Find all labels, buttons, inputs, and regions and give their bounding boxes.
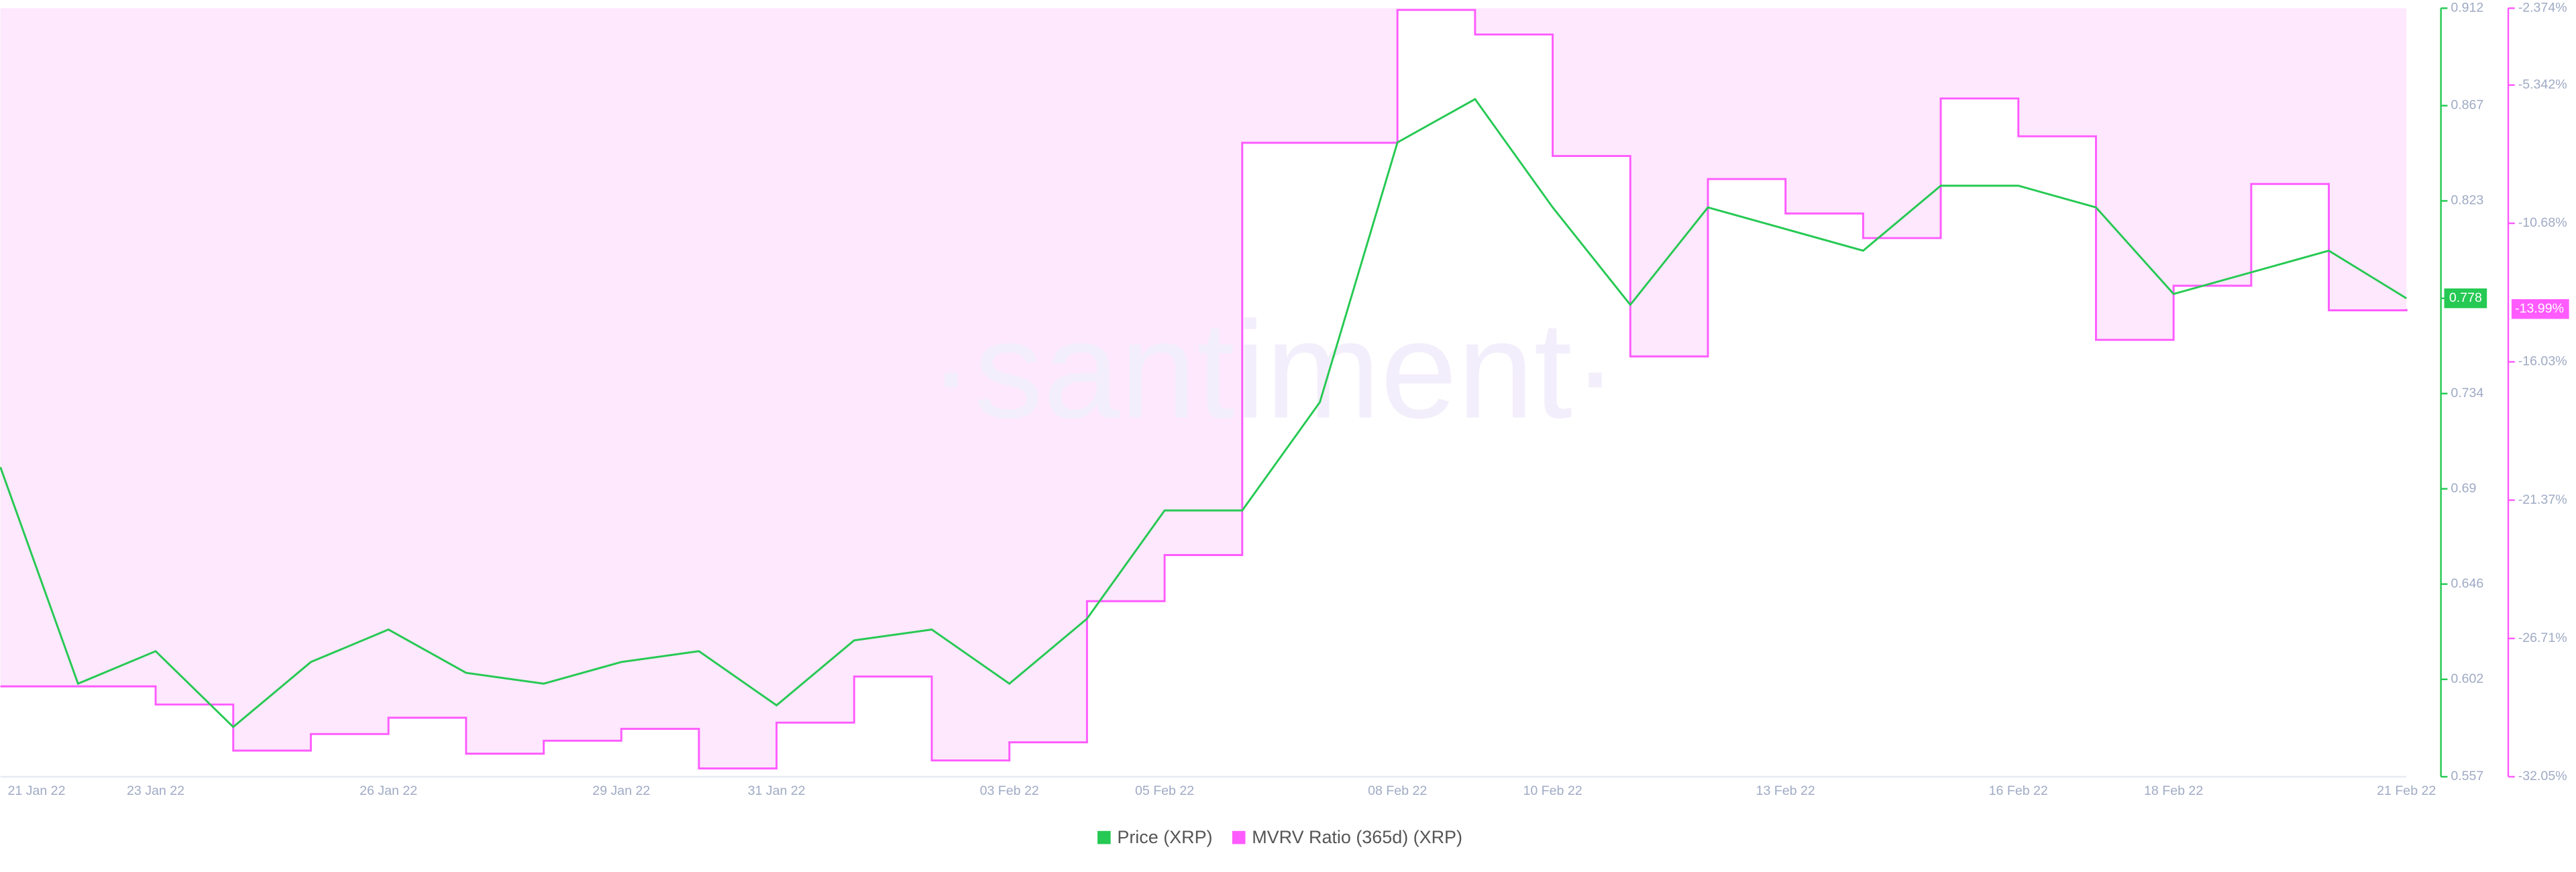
y2-tick-label: -21.37% [2518, 492, 2567, 507]
y-tick-label: 0.867 [2451, 98, 2483, 113]
y-tick-label: 0.69 [2451, 481, 2476, 496]
legend-label: MVRV Ratio (365d) (XRP) [1252, 827, 1462, 847]
y2-tick-label: -26.71% [2518, 631, 2567, 645]
mvrv-line [0, 9, 2408, 770]
y2-tick-label: -5.342% [2518, 77, 2567, 92]
mvrv-area [0, 8, 2407, 769]
y-tick-label: 0.602 [2451, 671, 2483, 686]
y-tick-label: 0.734 [2451, 386, 2483, 400]
y-tick-label: 0.912 [2451, 0, 2483, 15]
x-tick-label: 05 Feb 22 [1135, 783, 1194, 798]
y-tick-label: 0.557 [2451, 769, 2483, 783]
x-tick-label: 23 Jan 22 [127, 783, 184, 798]
y2-tick-label: -16.03% [2518, 354, 2567, 369]
x-tick-label: 03 Feb 22 [980, 783, 1039, 798]
x-tick-label: 31 Jan 22 [748, 783, 806, 798]
y2-tick-label: -32.05% [2518, 769, 2567, 783]
price-line [0, 97, 2407, 728]
mvrv-badge-label: -13.99% [2515, 301, 2564, 316]
x-tick-label: 29 Jan 22 [592, 783, 650, 798]
x-tick-label: 16 Feb 22 [1989, 783, 2048, 798]
x-tick-label: 08 Feb 22 [1368, 783, 1427, 798]
y-tick-label: 0.823 [2451, 193, 2483, 208]
mvrv-badge [2511, 299, 2569, 319]
legend-swatch [1097, 830, 1111, 844]
price-badge [2444, 288, 2487, 309]
x-tick-label: 13 Feb 22 [1756, 783, 1815, 798]
price-badge-label: 0.778 [2449, 290, 2482, 305]
watermark: ·santiment· [928, 292, 1618, 447]
x-tick-label: 10 Feb 22 [1523, 783, 1582, 798]
x-tick-label: 21 Feb 22 [2377, 783, 2436, 798]
legend-label: Price (XRP) [1117, 827, 1212, 847]
x-tick-label: 26 Jan 22 [360, 783, 417, 798]
y2-tick-label: -2.374% [2518, 0, 2567, 15]
x-tick-label: 18 Feb 22 [2144, 783, 2203, 798]
legend-swatch [1232, 830, 1246, 844]
x-tick-label: 21 Jan 22 [7, 783, 65, 798]
y2-tick-label: -10.68% [2518, 215, 2567, 230]
y-tick-label: 0.646 [2451, 576, 2483, 591]
